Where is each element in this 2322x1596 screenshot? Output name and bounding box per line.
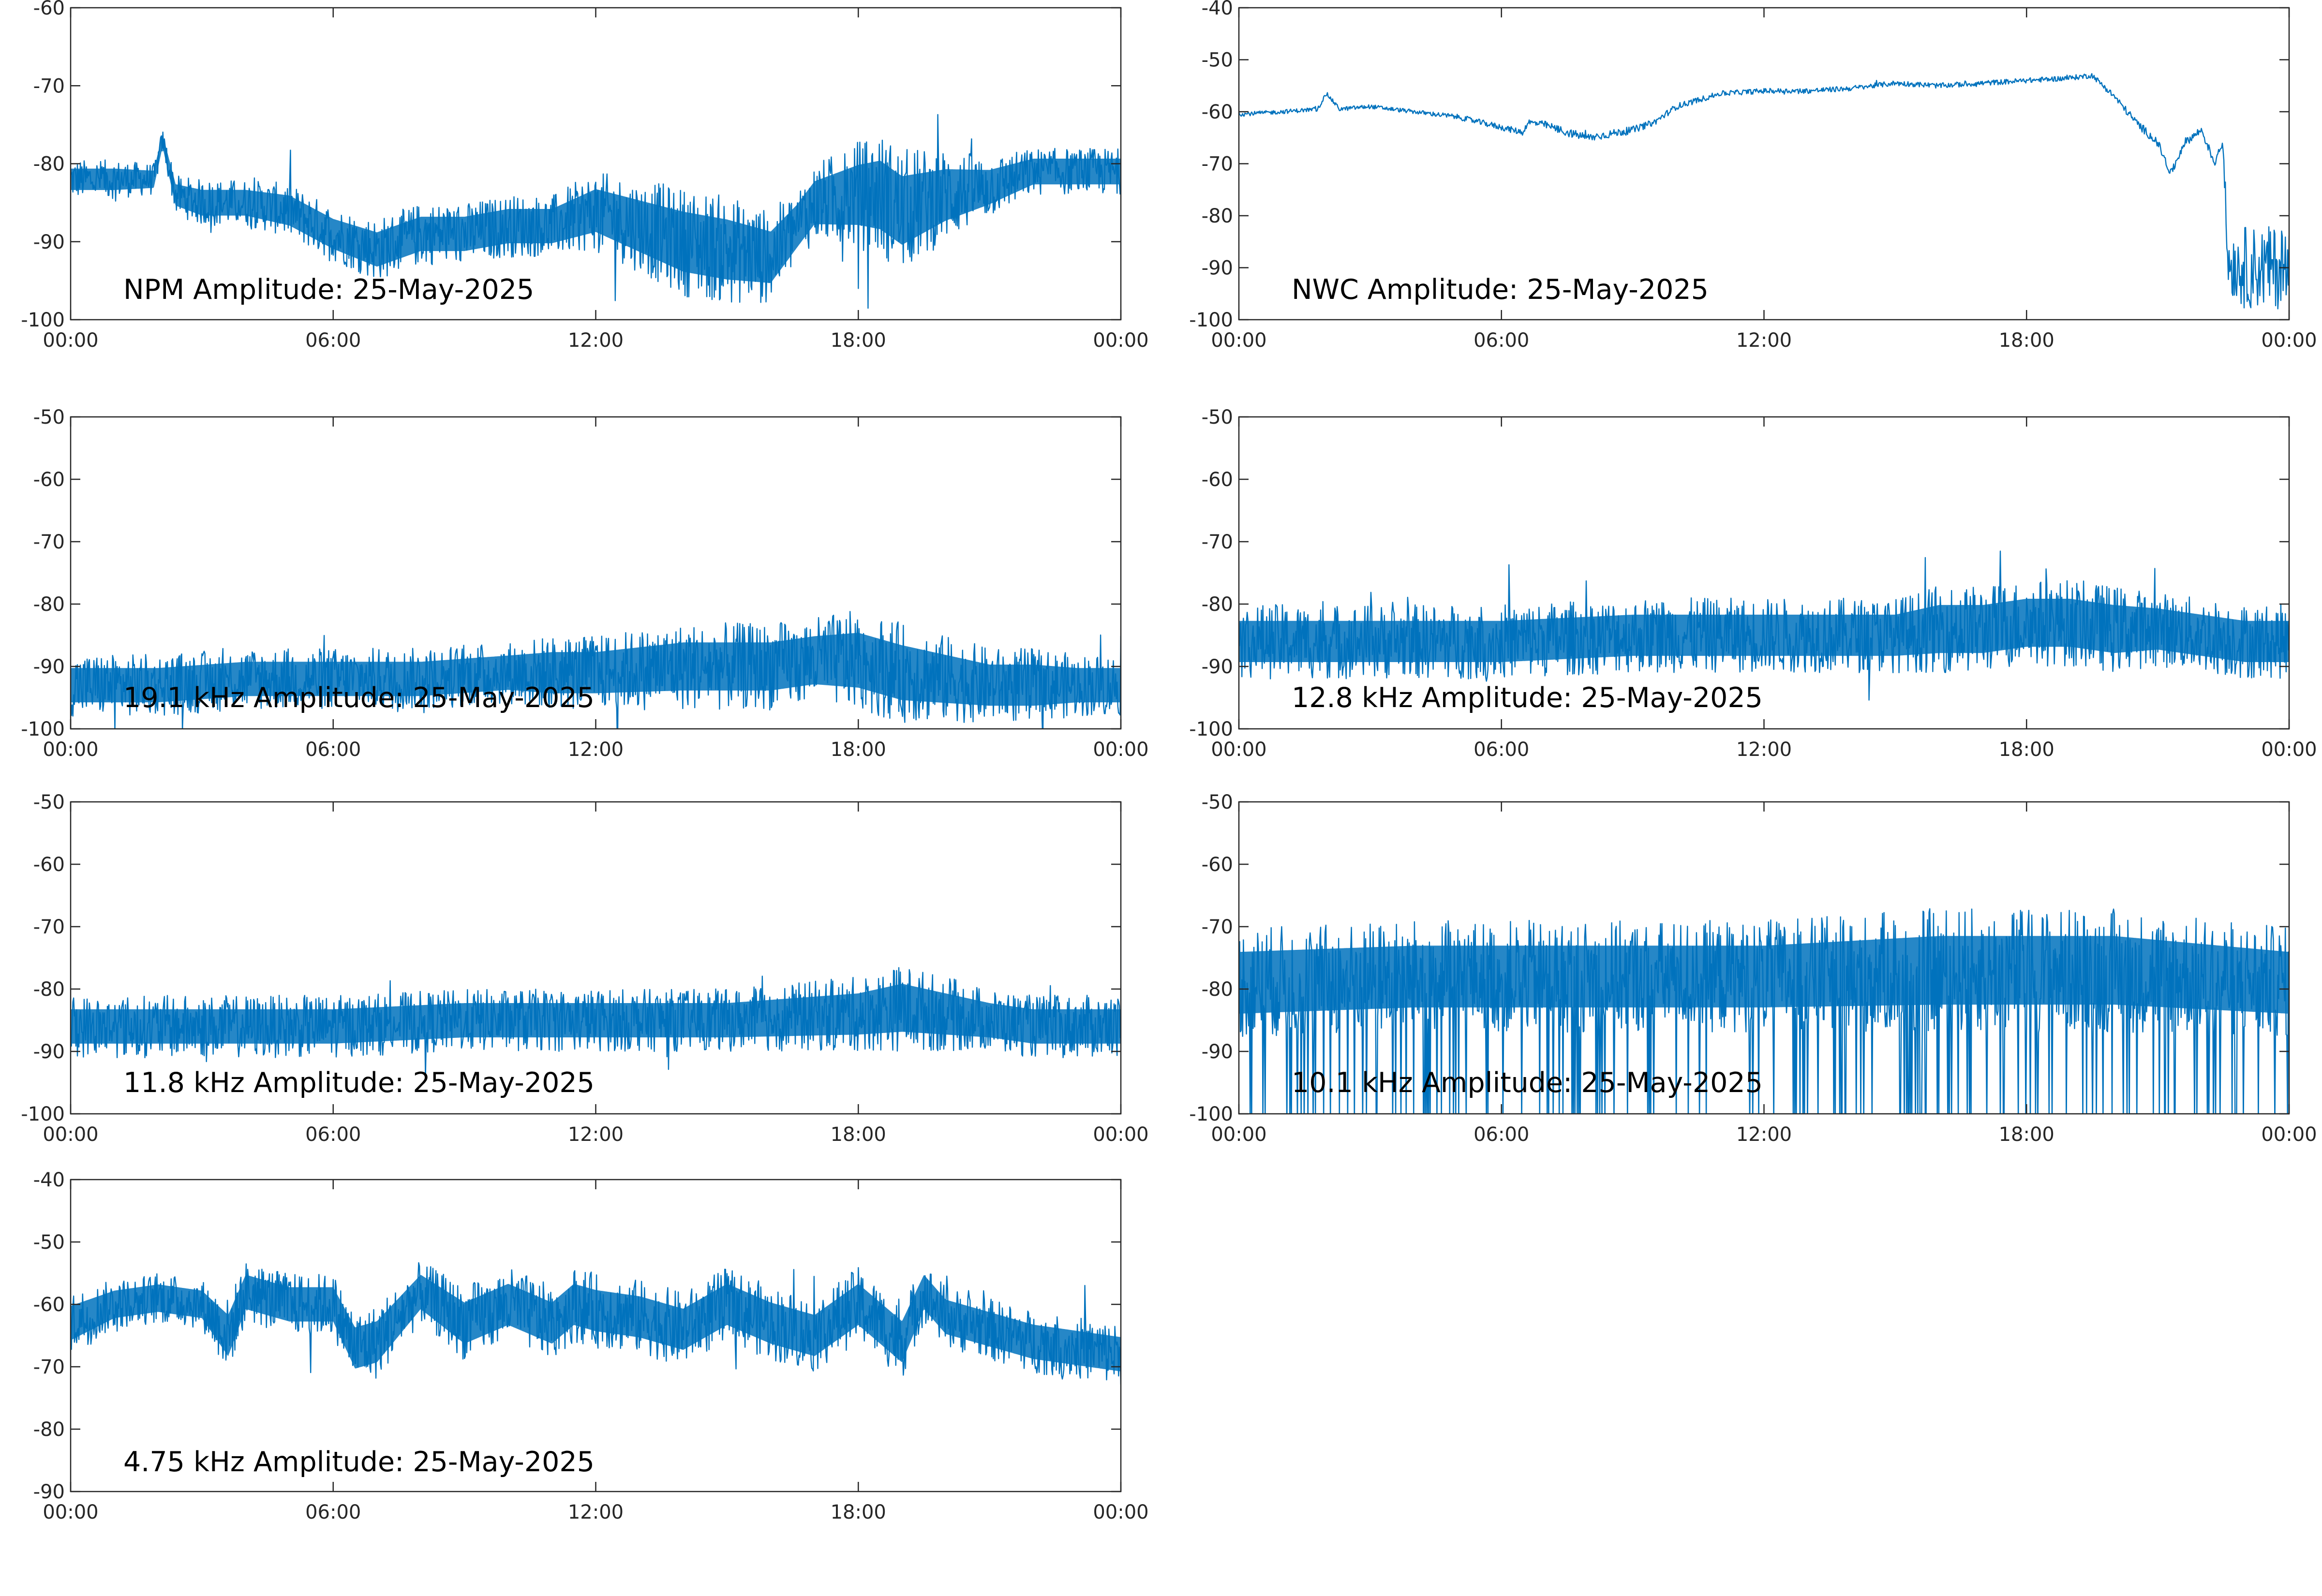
4-75-khz-amplitude-title: 4.75 kHz Amplitude: 25-May-2025 — [123, 1446, 595, 1478]
nwc-ytick-label: -100 — [1189, 309, 1233, 331]
nwc-ytick-label: -80 — [1202, 205, 1233, 227]
19-1-khz-ytick-label: -90 — [33, 656, 65, 678]
19-1-khz-xtick-label: 00:00 — [1093, 739, 1148, 761]
19-1-khz-ytick-label: -100 — [21, 718, 65, 740]
nwc-xtick-label: 12:00 — [1736, 329, 1792, 352]
10-1-khz-amplitude-title: 10.1 kHz Amplitude: 25-May-2025 — [1292, 1067, 1763, 1099]
19-1-khz-amplitude-title: 19.1 kHz Amplitude: 25-May-2025 — [123, 682, 595, 714]
12-8-khz-ytick-label: -50 — [1202, 406, 1233, 429]
12-8-khz-ytick-label: -60 — [1202, 469, 1233, 491]
19-1-khz-xtick-label: 06:00 — [305, 739, 361, 761]
nwc-ytick-label: -90 — [1202, 257, 1233, 280]
19-1-khz-xtick-label: 00:00 — [43, 739, 98, 761]
10-1-khz-amplitude-trace — [1239, 908, 2289, 1114]
19-1-khz-amplitude-trace — [71, 611, 1121, 729]
4-75-khz-ytick-label: -60 — [33, 1294, 65, 1316]
10-1-khz-ytick-label: -50 — [1202, 791, 1233, 813]
4-75-khz-xtick-label: 00:00 — [43, 1501, 98, 1523]
npm-xtick-label: 18:00 — [831, 329, 886, 352]
4-75-khz-xtick-label: 06:00 — [305, 1501, 361, 1523]
nwc-ytick-label: -50 — [1202, 49, 1233, 72]
npm-ytick-label: -90 — [33, 231, 65, 253]
nwc-ytick-label: -70 — [1202, 153, 1233, 176]
4-75-khz-ytick-label: -40 — [33, 1169, 65, 1191]
11-8-khz-ytick-label: -90 — [33, 1041, 65, 1063]
npm-amplitude-title: NPM Amplitude: 25-May-2025 — [123, 274, 534, 306]
nwc-xtick-label: 18:00 — [1999, 329, 2054, 352]
10-1-khz-xtick-label: 06:00 — [1474, 1123, 1529, 1146]
19-1-khz-ytick-label: -70 — [33, 531, 65, 553]
10-1-khz-xtick-label: 00:00 — [1211, 1123, 1266, 1146]
11-8-khz-ytick-label: -60 — [33, 854, 65, 876]
10-1-khz-ytick-label: -60 — [1202, 854, 1233, 876]
4-75-khz-ytick-label: -70 — [33, 1356, 65, 1378]
12-8-khz-xtick-label: 06:00 — [1474, 739, 1529, 761]
10-1-khz-xtick-label: 18:00 — [1999, 1123, 2054, 1146]
11-8-khz-ytick-label: -80 — [33, 978, 65, 1001]
nwc-ytick-label: -40 — [1202, 0, 1233, 19]
npm-xtick-label: 00:00 — [43, 329, 98, 352]
npm-ytick-label: -80 — [33, 153, 65, 176]
10-1-khz-ytick-label: -90 — [1202, 1041, 1233, 1063]
4-75-khz-xtick-label: 18:00 — [831, 1501, 886, 1523]
nwc-xtick-label: 06:00 — [1474, 329, 1529, 352]
12-8-khz-ytick-label: -70 — [1202, 531, 1233, 553]
4-75-khz-amplitude-trace — [71, 1262, 1121, 1385]
nwc-xtick-label: 00:00 — [1211, 329, 1266, 352]
11-8-khz-ytick-label: -100 — [21, 1103, 65, 1125]
19-1-khz-ytick-label: -60 — [33, 469, 65, 491]
12-8-khz-amplitude-title: 12.8 kHz Amplitude: 25-May-2025 — [1292, 682, 1763, 714]
npm-xtick-label: 06:00 — [305, 329, 361, 352]
12-8-khz-ytick-label: -90 — [1202, 656, 1233, 678]
10-1-khz-xtick-label: 00:00 — [2261, 1123, 2317, 1146]
4-75-khz-xtick-label: 12:00 — [568, 1501, 624, 1523]
11-8-khz-ytick-label: -50 — [33, 791, 65, 813]
11-8-khz-xtick-label: 00:00 — [1093, 1123, 1148, 1146]
npm-ytick-label: -70 — [33, 75, 65, 97]
10-1-khz-xtick-label: 12:00 — [1736, 1123, 1792, 1146]
npm-amplitude-trace — [71, 114, 1121, 309]
12-8-khz-xtick-label: 12:00 — [1736, 739, 1792, 761]
11-8-khz-xtick-label: 06:00 — [305, 1123, 361, 1146]
11-8-khz-amplitude-trace — [71, 967, 1121, 1079]
11-8-khz-ytick-label: -70 — [33, 916, 65, 938]
npm-ytick-label: -100 — [21, 309, 65, 331]
12-8-khz-amplitude-trace — [1239, 550, 2289, 701]
10-1-khz-ytick-label: -80 — [1202, 978, 1233, 1001]
12-8-khz-ytick-label: -100 — [1189, 718, 1233, 740]
4-75-khz-ytick-label: -80 — [33, 1419, 65, 1441]
19-1-khz-xtick-label: 12:00 — [568, 739, 624, 761]
12-8-khz-xtick-label: 18:00 — [1999, 739, 2054, 761]
19-1-khz-xtick-label: 18:00 — [831, 739, 886, 761]
11-8-khz-amplitude-title: 11.8 kHz Amplitude: 25-May-2025 — [123, 1067, 595, 1099]
npm-xtick-label: 12:00 — [568, 329, 624, 352]
11-8-khz-xtick-label: 18:00 — [831, 1123, 886, 1146]
4-75-khz-ytick-label: -90 — [33, 1481, 65, 1503]
12-8-khz-xtick-label: 00:00 — [2261, 739, 2317, 761]
nwc-ytick-label: -60 — [1202, 101, 1233, 123]
19-1-khz-ytick-label: -80 — [33, 593, 65, 616]
10-1-khz-ytick-label: -70 — [1202, 916, 1233, 938]
nwc-amplitude-title: NWC Amplitude: 25-May-2025 — [1292, 274, 1709, 306]
nwc-amplitude-trace — [1239, 73, 2289, 310]
4-75-khz-xtick-label: 00:00 — [1093, 1501, 1148, 1523]
npm-ytick-label: -60 — [33, 0, 65, 19]
11-8-khz-xtick-label: 00:00 — [43, 1123, 98, 1146]
12-8-khz-xtick-label: 00:00 — [1211, 739, 1266, 761]
4-75-khz-ytick-label: -50 — [33, 1231, 65, 1254]
nwc-xtick-label: 00:00 — [2261, 329, 2317, 352]
19-1-khz-ytick-label: -50 — [33, 406, 65, 429]
10-1-khz-ytick-label: -100 — [1189, 1103, 1233, 1125]
npm-xtick-label: 00:00 — [1093, 329, 1148, 352]
12-8-khz-ytick-label: -80 — [1202, 593, 1233, 616]
11-8-khz-xtick-label: 12:00 — [568, 1123, 624, 1146]
